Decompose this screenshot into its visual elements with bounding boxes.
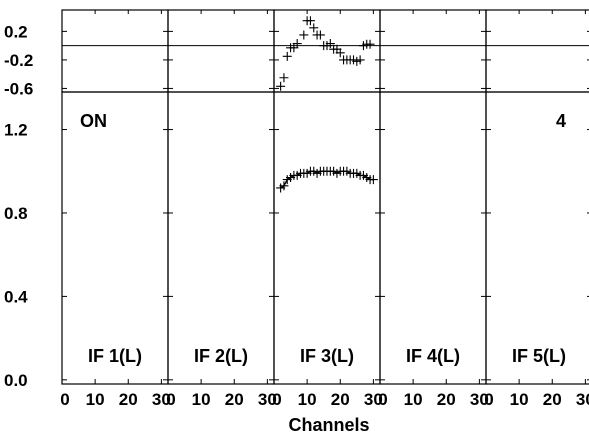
- panel-2: [167, 9, 275, 385]
- ratio-point: [276, 81, 286, 91]
- ratio-frame: [273, 9, 381, 93]
- ratio-point: [309, 23, 319, 33]
- amplitude-y-tick-label: 1.2: [4, 121, 28, 140]
- x-tick-label: 0: [166, 390, 175, 409]
- x-tick-label: 30: [152, 390, 171, 409]
- ratio-frame: [61, 9, 169, 93]
- x-tick-label: 10: [510, 390, 529, 409]
- x-tick-label: 10: [192, 390, 211, 409]
- amplitude-y-tick-label: 0.0: [4, 371, 28, 390]
- x-tick-label: 30: [470, 390, 489, 409]
- panel-label: IF 2(L): [194, 346, 248, 366]
- x-tick-label: 30: [576, 390, 589, 409]
- panel-label: IF 4(L): [406, 346, 460, 366]
- ratio-point: [315, 30, 325, 40]
- annotation-index: 4: [556, 111, 566, 131]
- panel-4: [379, 9, 487, 385]
- x-tick-label: 20: [437, 390, 456, 409]
- amplitude-model-line: [280, 170, 374, 189]
- panel-1: [61, 9, 169, 385]
- ratio-point: [299, 30, 309, 40]
- ratio-frame: [167, 9, 275, 93]
- ratio-point: [292, 39, 302, 49]
- panel-label: IF 1(L): [88, 346, 142, 366]
- ratio-frame: [485, 9, 589, 93]
- x-tick-label: 10: [86, 390, 105, 409]
- amplitude-frame: [485, 91, 589, 385]
- amplitude-y-tick-label: 0.4: [4, 287, 28, 306]
- panel-3: [273, 9, 381, 385]
- x-tick-label: 20: [225, 390, 244, 409]
- ratio-y-tick-label: -0.2: [4, 51, 33, 70]
- annotation-on: ON: [80, 111, 107, 131]
- ratio-point: [279, 73, 289, 83]
- amplitude-frame: [167, 91, 275, 385]
- x-tick-label: 0: [272, 390, 281, 409]
- x-tick-label: 20: [119, 390, 138, 409]
- ratio-point: [335, 48, 345, 58]
- ratio-frame: [379, 9, 487, 93]
- x-tick-label: 10: [404, 390, 423, 409]
- panel-label: IF 5(L): [512, 346, 566, 366]
- ratio-point: [365, 39, 375, 49]
- panel-label: IF 3(L): [300, 346, 354, 366]
- amplitude-frame: [273, 91, 381, 385]
- panel-5: [485, 9, 589, 385]
- x-tick-label: 10: [298, 390, 317, 409]
- ratio-point: [282, 51, 292, 61]
- x-tick-label: 30: [258, 390, 277, 409]
- x-tick-label: 30: [364, 390, 383, 409]
- ratio-point: [355, 55, 365, 65]
- amplitude-frame: [61, 91, 169, 385]
- x-tick-label: 20: [543, 390, 562, 409]
- amplitude-y-tick-label: 0.8: [4, 204, 28, 223]
- amplitude-frame: [379, 91, 487, 385]
- x-axis-title: Channels: [288, 415, 369, 434]
- ratio-y-tick-label: -0.6: [4, 79, 33, 98]
- ratio-point: [305, 16, 315, 26]
- x-tick-label: 0: [378, 390, 387, 409]
- x-tick-label: 0: [484, 390, 493, 409]
- ratio-point: [325, 39, 335, 49]
- x-tick-label: 20: [331, 390, 350, 409]
- x-tick-label: 0: [60, 390, 69, 409]
- ratio-y-tick-label: 0.2: [4, 22, 28, 41]
